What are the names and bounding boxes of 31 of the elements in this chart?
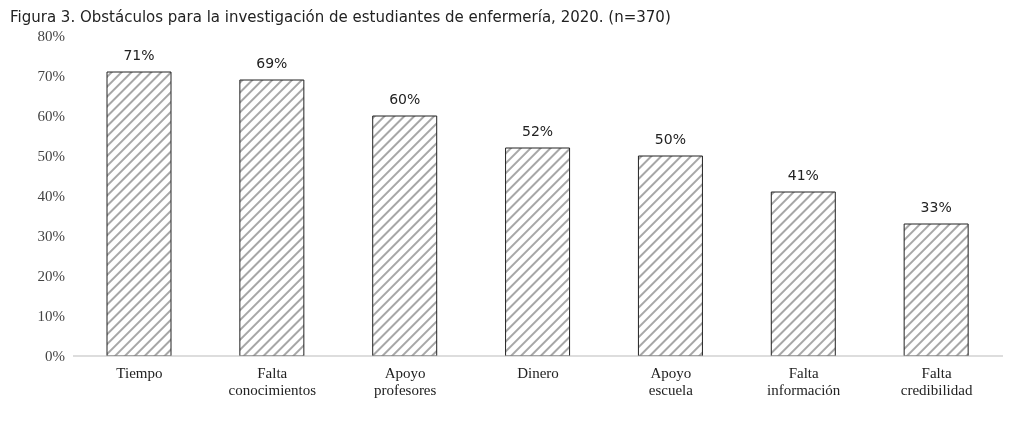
y-tick-label: 0% (45, 348, 65, 365)
bar (239, 79, 305, 356)
x-tick-label: Tiempo (116, 365, 163, 381)
data-label: 33% (920, 199, 952, 215)
bar (637, 155, 703, 356)
x-tick-label: Dinero (517, 365, 559, 381)
data-label: 52% (522, 123, 554, 139)
y-tick-label: 50% (37, 148, 65, 165)
data-label: 69% (256, 55, 288, 71)
y-tick-label: 30% (37, 228, 65, 245)
y-tick-label: 70% (37, 68, 65, 85)
y-tick-label: 20% (37, 268, 65, 285)
y-tick-label: 40% (37, 188, 65, 205)
x-tick-label: Falta información (767, 365, 841, 398)
x-tick-label: Falta conocimientos (228, 365, 317, 398)
bar (372, 115, 438, 356)
data-label: 41% (787, 167, 819, 183)
bar (770, 191, 836, 356)
data-label: 60% (389, 91, 421, 107)
x-tick-label: Apoyo escuela (648, 365, 694, 398)
bar (505, 147, 571, 356)
y-tick-label: 10% (37, 308, 65, 325)
x-tick-label: Falta credibilidad (900, 365, 973, 398)
data-label: 71% (123, 47, 155, 63)
bar (106, 71, 172, 356)
chart-title: Figura 3. Obstáculos para la investigación de estudiantes de enfermería, 2020. (n=370) (10, 8, 672, 26)
y-tick-label: 60% (37, 108, 65, 125)
bar (903, 223, 969, 356)
x-tick-label: Apoyo profesores (373, 365, 437, 398)
y-tick-label: 80% (37, 28, 65, 45)
data-label: 50% (654, 131, 686, 147)
